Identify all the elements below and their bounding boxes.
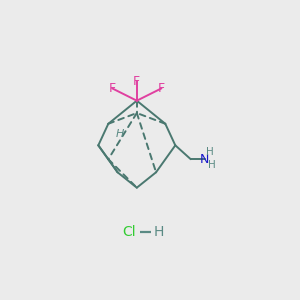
Text: Cl: Cl [122,225,136,239]
Text: F: F [158,82,165,95]
Text: F: F [109,82,116,95]
Text: H: H [206,147,214,157]
Text: N: N [200,153,209,166]
Text: H: H [153,225,164,239]
Text: F: F [133,75,140,88]
Text: H: H [208,160,216,170]
Text: H: H [116,129,124,139]
